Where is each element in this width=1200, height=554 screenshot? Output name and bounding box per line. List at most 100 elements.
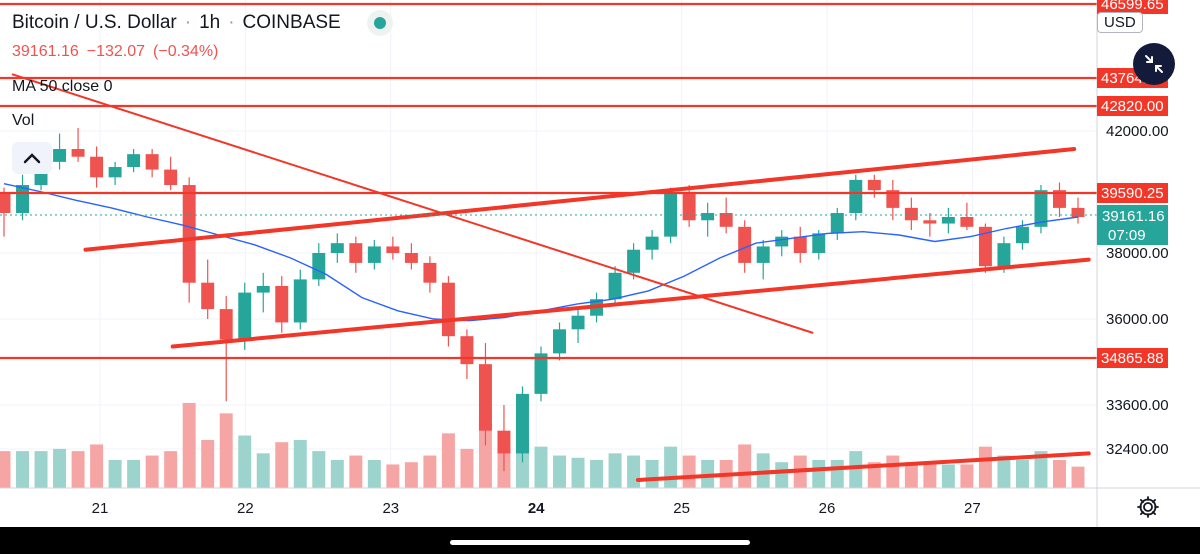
candle-body xyxy=(812,233,826,253)
time-tick-label: 23 xyxy=(382,500,399,517)
volume-bar xyxy=(590,460,604,488)
symbol-name: Bitcoin / U.S. Dollar xyxy=(12,12,177,33)
exit-fullscreen-button[interactable] xyxy=(1133,43,1175,85)
trend-line xyxy=(170,257,1091,349)
candle-body xyxy=(738,226,752,263)
candle-body xyxy=(497,430,511,454)
candle-body xyxy=(553,329,566,354)
candle-body xyxy=(238,292,252,340)
candle-body xyxy=(534,353,548,394)
price-level-badge xyxy=(1097,96,1168,116)
candle-body xyxy=(645,236,659,250)
volume-bar xyxy=(997,455,1011,488)
candle-body xyxy=(330,243,344,253)
volume-bar xyxy=(571,457,585,488)
volume-bar xyxy=(886,455,900,488)
volume-bar xyxy=(645,460,659,488)
volume-bar xyxy=(182,403,196,488)
volume-bar xyxy=(904,462,918,488)
time-tick-label: 25 xyxy=(673,500,690,517)
candle-body xyxy=(219,309,233,340)
price-tick-label: 36000.00 xyxy=(1106,311,1169,328)
trend-line xyxy=(11,73,814,334)
chevron-up-icon xyxy=(23,153,41,164)
collapse-legend-button[interactable] xyxy=(12,142,52,174)
volume-bar xyxy=(256,453,270,488)
interval-label: 1h xyxy=(199,12,221,33)
candle-body xyxy=(960,217,974,227)
candle-body xyxy=(275,286,289,323)
volume-bar xyxy=(238,435,252,488)
price-level-badge xyxy=(1097,348,1168,368)
volume-bars xyxy=(0,403,1085,488)
volume-bar xyxy=(1071,466,1085,488)
time-axis[interactable]: 21 22 23 24 25 26 27 xyxy=(92,500,981,517)
candle-body xyxy=(312,253,326,280)
symbol-header[interactable]: Bitcoin / U.S. Dollar · 1h · COINBASE xyxy=(12,10,393,36)
volume-bar xyxy=(16,451,29,488)
candle-body xyxy=(793,236,807,253)
separator: · xyxy=(228,12,235,33)
volume-bar xyxy=(34,451,48,488)
trend-lines[interactable] xyxy=(0,2,1097,482)
volume-bar xyxy=(941,464,955,488)
candle-body xyxy=(108,167,122,178)
price-tick-label: 42000.00 xyxy=(1106,123,1169,140)
volume-bar xyxy=(164,451,178,488)
volume-bar xyxy=(960,464,974,488)
candle-body xyxy=(830,213,844,234)
candle-body xyxy=(571,315,585,330)
candle-body xyxy=(71,149,85,157)
candle-body xyxy=(516,393,529,454)
time-tick-label: 24 xyxy=(528,500,545,517)
candle-body xyxy=(441,282,455,337)
candle-body xyxy=(608,272,622,300)
volume-bar xyxy=(441,433,455,488)
volume-bar xyxy=(849,451,863,488)
volume-bar xyxy=(682,455,696,488)
volume-bar xyxy=(71,451,85,488)
volume-bar xyxy=(312,451,326,488)
trend-line xyxy=(635,451,1091,482)
time-tick-label: 27 xyxy=(964,500,981,517)
currency-badge[interactable]: USD xyxy=(1097,12,1143,33)
volume-bar xyxy=(1053,460,1066,488)
volume-legend[interactable]: Vol xyxy=(12,112,35,129)
candle-body xyxy=(978,226,992,267)
price-summary: 39161.16 −132.07 (−0.34%) xyxy=(12,43,218,61)
candle-body xyxy=(90,156,104,178)
home-indicator[interactable] xyxy=(450,540,750,545)
volume-bar xyxy=(608,453,622,488)
price-tick-label: 33600.00 xyxy=(1106,397,1169,414)
ma-indicator-legend[interactable]: MA 50 close 0 xyxy=(12,78,113,95)
volume-bar xyxy=(830,460,844,488)
candle-body xyxy=(904,207,918,221)
candle-body xyxy=(127,154,141,168)
candle-body xyxy=(923,220,937,224)
volume-bar xyxy=(404,462,418,488)
price-axis[interactable]: 4642000.0038000.0036000.0033600.0032400.… xyxy=(1106,0,1169,458)
price-level-label: 42820.00 xyxy=(1101,98,1164,115)
candle-body xyxy=(423,262,437,283)
current-price-label: 39161.16 xyxy=(1102,208,1165,225)
candle-body xyxy=(164,169,178,186)
volume-bar xyxy=(738,444,752,488)
volume-bar xyxy=(90,444,104,488)
gear-icon[interactable] xyxy=(1136,495,1160,519)
volume-bar xyxy=(275,442,289,488)
candle-body xyxy=(1034,190,1048,227)
volume-bar xyxy=(108,460,122,488)
volume-bar xyxy=(330,460,344,488)
candle-body xyxy=(867,179,881,191)
candle-body xyxy=(1015,226,1029,244)
volume-bar xyxy=(534,446,548,488)
price-change: −132.07 xyxy=(86,43,146,60)
volume-bar xyxy=(1034,451,1048,488)
countdown-label: 07:09 xyxy=(1108,227,1146,244)
candlesticks xyxy=(0,127,1085,472)
candle-body xyxy=(886,190,900,208)
trend-line xyxy=(83,147,1077,252)
market-status-icon xyxy=(366,10,393,36)
volume-bar xyxy=(664,446,678,488)
